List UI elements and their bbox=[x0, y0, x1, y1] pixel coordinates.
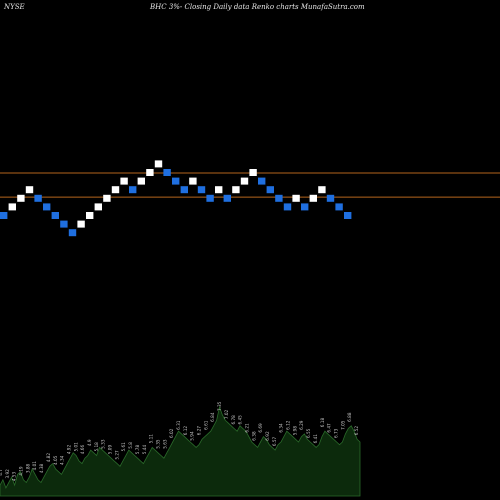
renko-brick-up bbox=[120, 177, 128, 185]
volume-label: 5.94 bbox=[190, 431, 195, 441]
volume-label: 6.73 bbox=[334, 428, 339, 438]
volume-label: 5.18 bbox=[94, 442, 99, 452]
exchange-label: NYSE bbox=[4, 3, 25, 11]
renko-brick-up bbox=[146, 169, 154, 176]
renko-brick-down bbox=[223, 194, 231, 202]
renko-brick-up bbox=[249, 169, 257, 176]
renko-brick-up bbox=[154, 160, 163, 168]
volume-label: 7.05 bbox=[340, 420, 345, 430]
renko-brick-down bbox=[326, 194, 335, 202]
volume-label: 6.69 bbox=[258, 423, 263, 433]
volume-label: 6.12 bbox=[286, 420, 291, 430]
renko-brick-down bbox=[0, 212, 8, 219]
volume-label: 4.38 bbox=[39, 463, 44, 473]
volume-label: 6.92 bbox=[265, 431, 270, 441]
renko-brick-down bbox=[275, 194, 283, 202]
renko-brick-up bbox=[77, 220, 85, 228]
volume-label: 6.78 bbox=[231, 415, 236, 425]
volume-area bbox=[0, 405, 361, 497]
renko-brick-down bbox=[335, 203, 343, 211]
volume-label: 5.8 bbox=[128, 442, 133, 449]
renko-brick-down bbox=[129, 186, 137, 194]
volume-label: 5.61 bbox=[121, 442, 126, 452]
volume-label: 6.12 bbox=[183, 426, 188, 436]
renko-brick-down bbox=[266, 186, 274, 194]
volume-label: 4.05 bbox=[53, 455, 58, 465]
volume-label: 5.09 bbox=[108, 445, 113, 455]
volume-label: 6.38 bbox=[251, 431, 256, 441]
renko-brick-down bbox=[163, 169, 171, 176]
volume-label: 4.66 bbox=[80, 445, 85, 455]
renko-brick-down bbox=[301, 203, 309, 211]
renko-brick-up bbox=[215, 186, 223, 194]
renko-brick-up bbox=[318, 186, 326, 194]
volume-label: 4.01 bbox=[32, 461, 37, 471]
renko-brick-down bbox=[283, 203, 292, 211]
renko-brick-up bbox=[103, 194, 111, 202]
renko-brick-down bbox=[206, 194, 214, 202]
chart-title: BHC 3%- Closing Daily data Renko charts … bbox=[150, 3, 365, 11]
volume-label: 5.44 bbox=[142, 445, 147, 455]
renko-brick-up bbox=[189, 177, 197, 185]
volume-label: 6.31 bbox=[176, 420, 181, 430]
volume-label: 6.45 bbox=[238, 415, 243, 425]
volume-label: 6.29 bbox=[299, 420, 304, 430]
renko-brick-up bbox=[292, 194, 300, 202]
volume-label: 3.92 bbox=[5, 469, 10, 479]
renko-brick-down bbox=[197, 186, 206, 194]
renko-brick-up bbox=[25, 186, 34, 194]
renko-brick-up bbox=[111, 186, 120, 194]
volume-label: 6.27 bbox=[197, 426, 202, 436]
volume-label: 6.47 bbox=[327, 423, 332, 433]
volume-label: 3.88 bbox=[25, 463, 30, 473]
renko-brick-up bbox=[240, 177, 249, 185]
volume-label: 6.88 bbox=[347, 412, 352, 422]
volume-label: 6.55 bbox=[306, 428, 311, 438]
volume-label: 5.11 bbox=[149, 434, 154, 444]
renko-brick-down bbox=[68, 229, 77, 237]
volume-label: 4.7 bbox=[0, 469, 3, 476]
renko-brick-up bbox=[86, 212, 94, 219]
renko-brick-down bbox=[43, 203, 51, 211]
volume-label: 6.34 bbox=[279, 423, 284, 433]
volume-label: 6.57 bbox=[272, 436, 277, 446]
volume-label: 6.61 bbox=[203, 420, 208, 430]
volume-label: 7.02 bbox=[224, 409, 229, 419]
renko-brick-up bbox=[137, 177, 145, 185]
volume-label: 5.01 bbox=[73, 442, 78, 452]
renko-brick-up bbox=[8, 203, 16, 211]
volume-label: 5.98 bbox=[292, 426, 297, 436]
volume-label: 6.41 bbox=[313, 434, 318, 444]
volume-label: 5.63 bbox=[162, 439, 167, 449]
volume-label: 6.02 bbox=[169, 428, 174, 438]
volume-label: 4.19 bbox=[19, 466, 24, 476]
renko-brick-down bbox=[34, 194, 42, 202]
volume-label: 4.53 bbox=[12, 472, 17, 482]
renko-brick-down bbox=[258, 177, 266, 185]
renko-brick-up bbox=[232, 186, 240, 194]
renko-brick-up bbox=[309, 194, 317, 202]
volume-label: 4.92 bbox=[67, 445, 72, 455]
renko-brick-up bbox=[17, 194, 25, 202]
volume-label: 6.52 bbox=[354, 426, 359, 436]
renko-brick-down bbox=[51, 212, 59, 219]
volume-label: 6.84 bbox=[210, 412, 215, 422]
volume-label: 5.33 bbox=[101, 439, 106, 449]
volume-label: 4.82 bbox=[46, 453, 51, 463]
volume-label: 6.21 bbox=[245, 423, 250, 433]
volume-label: 5.27 bbox=[114, 450, 119, 460]
renko-brick-down bbox=[180, 186, 188, 194]
volume-label: 5.78 bbox=[135, 445, 140, 455]
volume-label: 4.34 bbox=[60, 455, 65, 465]
renko-brick-down bbox=[172, 177, 180, 185]
renko-brick-down bbox=[344, 212, 352, 219]
volume-label: 4.9 bbox=[87, 439, 92, 446]
renko-brick-down bbox=[60, 220, 68, 228]
volume-label: 6.18 bbox=[320, 418, 325, 428]
volume-label: 5.35 bbox=[156, 439, 161, 449]
volume-label: 7.35 bbox=[217, 401, 222, 411]
renko-brick-up bbox=[94, 203, 102, 211]
